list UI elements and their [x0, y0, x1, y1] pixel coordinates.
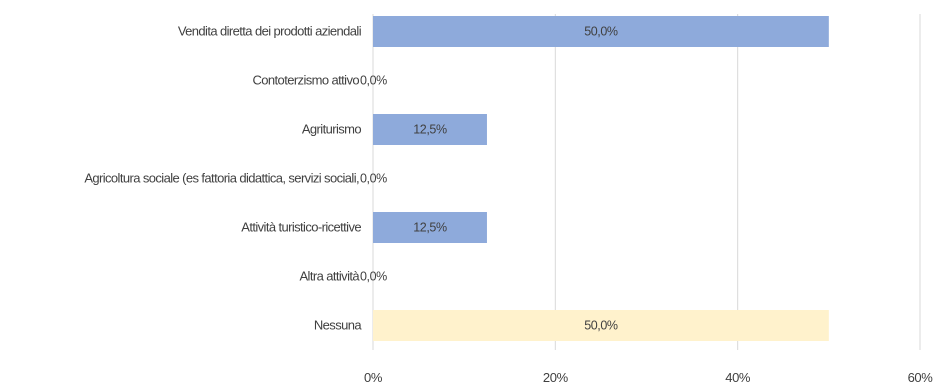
x-axis-tick-labels: 0% 20% 40% 60%	[364, 370, 934, 385]
category-label: Altra attività	[299, 269, 360, 284]
category-label: Vendita diretta dei prodotti aziendali	[178, 24, 362, 39]
data-labels: 50,0% 0,0% 12,5% 0,0% 12,5% 0,0% 50,0%	[360, 25, 618, 333]
x-tick-label: 20%	[543, 370, 569, 385]
bar	[373, 16, 829, 47]
data-label: 0,0%	[360, 172, 387, 186]
data-label: 50,0%	[584, 319, 618, 333]
category-label: Attività turistico-ricettive	[241, 220, 361, 235]
gridlines	[372, 14, 921, 350]
x-tick-label: 60%	[908, 370, 934, 385]
bars	[373, 16, 829, 341]
data-label: 50,0%	[584, 25, 618, 39]
bar	[373, 114, 487, 145]
bar	[373, 310, 829, 341]
category-label: Nessuna	[314, 318, 362, 333]
bar	[373, 212, 487, 243]
category-label: Contoterzismo attivo	[253, 73, 360, 88]
data-label: 12,5%	[413, 221, 447, 235]
x-tick-label: 40%	[725, 370, 751, 385]
x-tick-label: 0%	[364, 370, 383, 385]
data-label: 12,5%	[413, 123, 447, 137]
category-label: Agricoltura sociale (es fattoria didatti…	[84, 171, 359, 186]
data-label: 0,0%	[360, 74, 387, 88]
category-labels: Vendita diretta dei prodotti aziendali Co…	[84, 24, 363, 333]
category-label: Agriturismo	[302, 122, 362, 137]
data-label: 0,0%	[360, 270, 387, 284]
